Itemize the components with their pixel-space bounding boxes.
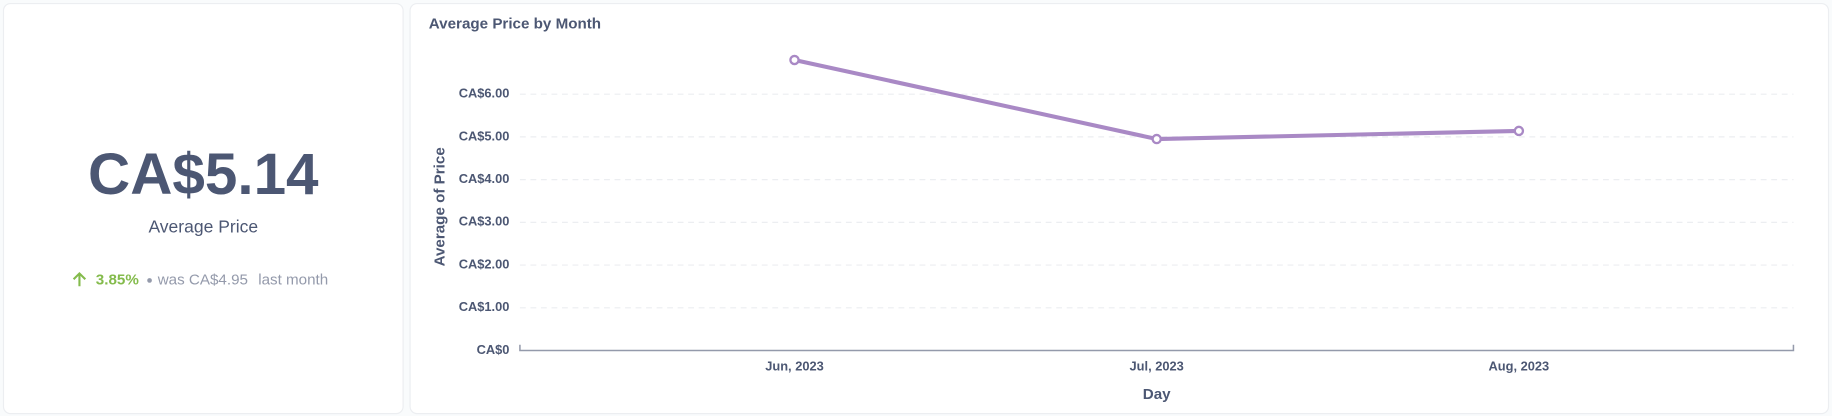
- up-arrow: [72, 271, 87, 287]
- x-axis: [519, 344, 1795, 352]
- data-point: [1151, 133, 1162, 145]
- kpi-card: [2, 2, 404, 415]
- separator-dot: [147, 278, 152, 283]
- chart-card: [409, 2, 1830, 415]
- y-tick-label: CA$6.00: [459, 86, 510, 101]
- x-tick-label: Jun, 2023: [765, 358, 824, 373]
- kpi-change: 3.85%: [96, 271, 140, 288]
- kpi-label: Average Price: [148, 216, 258, 236]
- y-tick-label: CA$5.00: [459, 128, 510, 143]
- kpi-previous: was CA$4.95: [157, 271, 248, 288]
- y-tick-label: CA$2.00: [459, 256, 510, 271]
- y-tick-label: CA$0: [477, 342, 510, 357]
- data-point: [1513, 125, 1525, 137]
- x-tick-label: Jul, 2023: [1130, 358, 1184, 373]
- data-point: [789, 54, 800, 66]
- y-tick-label: CA$3.00: [459, 214, 510, 229]
- y-tick-label: CA$4.00: [459, 171, 510, 186]
- y-tick-label: CA$1.00: [459, 299, 510, 314]
- x-tick-label: Aug, 2023: [1489, 358, 1550, 373]
- kpi-value: CA$5.14: [88, 142, 319, 207]
- chart-title: Average Price by Month: [429, 16, 601, 33]
- y-axis-label: Average of Price: [431, 147, 448, 266]
- x-axis-label: Day: [1143, 386, 1171, 403]
- kpi-period: last month: [258, 271, 328, 288]
